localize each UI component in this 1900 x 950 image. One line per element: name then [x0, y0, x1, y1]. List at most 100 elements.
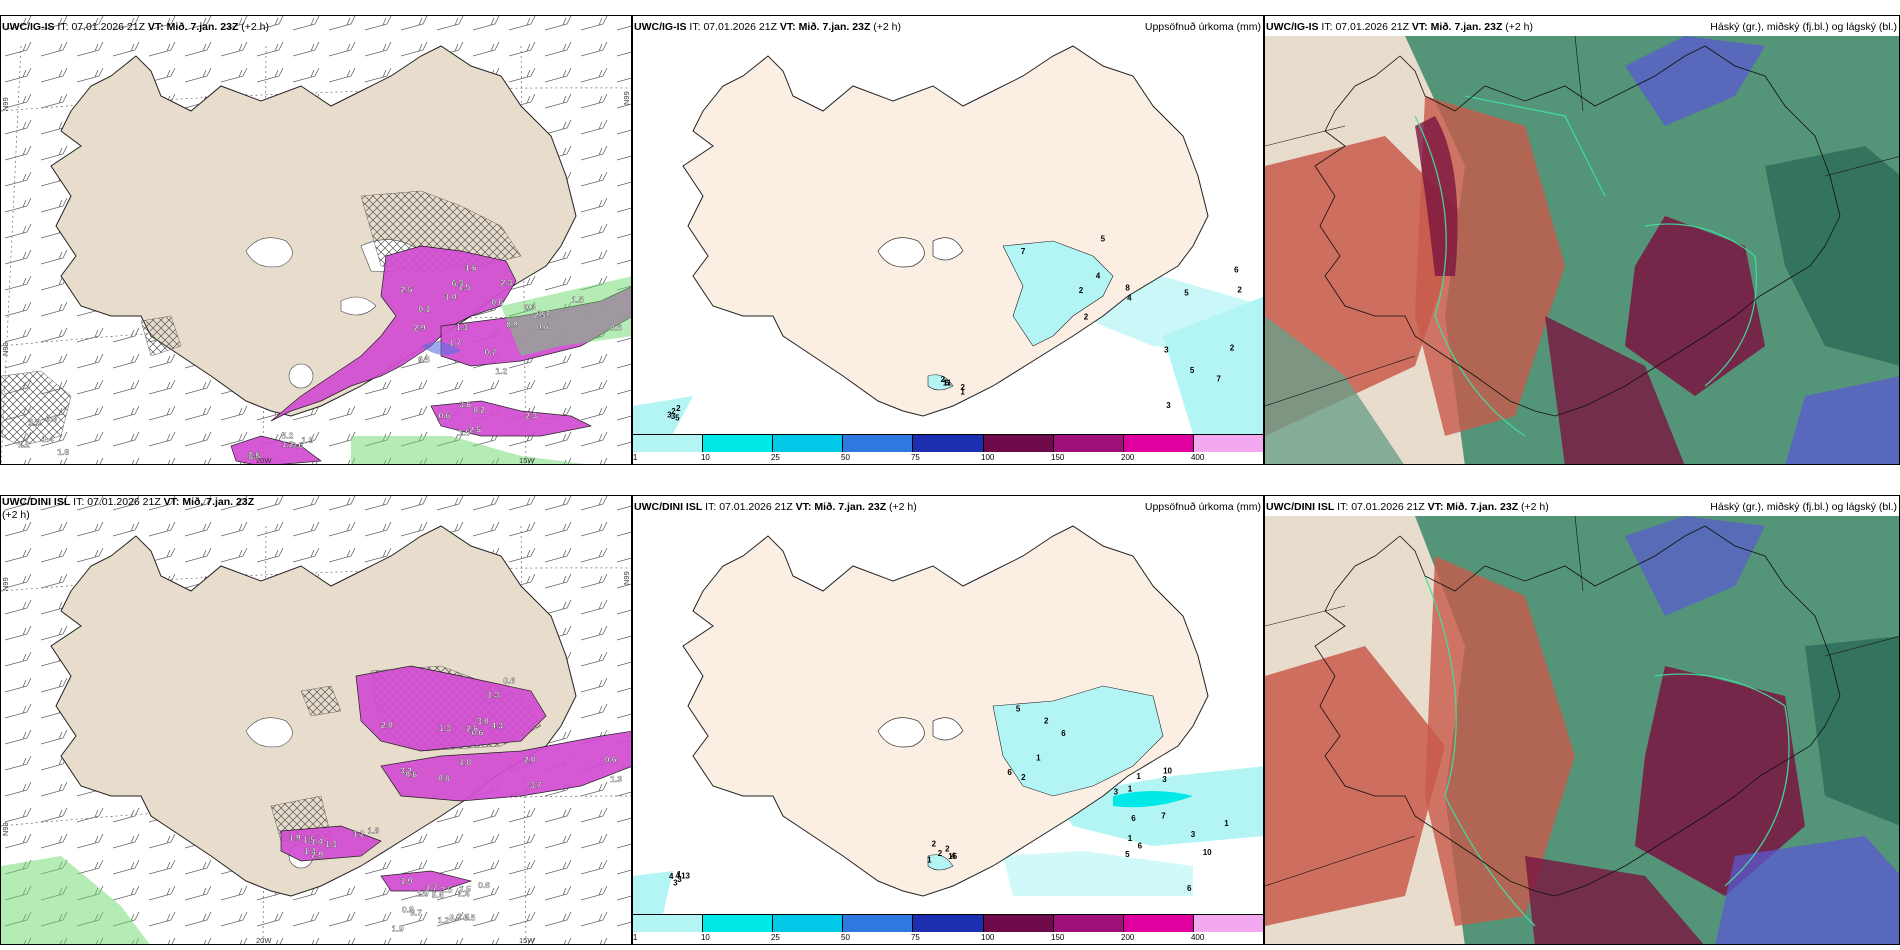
it-label: IT:	[73, 496, 85, 508]
model-name: UWC/IG-IS	[634, 21, 687, 33]
it-value: 07.01.2026 21Z	[71, 21, 145, 33]
legend-tick: 1	[632, 453, 638, 462]
value-label: 0.2	[473, 405, 485, 415]
vt-label: VT:	[1411, 21, 1428, 33]
value-label: 0.5	[418, 354, 430, 364]
value-label: 7	[1217, 375, 1222, 384]
precip-cyan-land	[1002, 240, 1114, 347]
cloud-cover-map-dini[interactable]: UWC/DINI ISL IT: 07.01.2026 21Z VT: Mið.…	[1264, 495, 1900, 945]
value-label: 5.6	[432, 890, 444, 900]
row-2: UWC/DINI ISL IT: 07.01.2026 21Z VT: Mið.…	[0, 480, 1900, 950]
lead-time: (+2 h)	[2, 509, 30, 521]
value-label: 1.2	[29, 417, 41, 427]
model-name: UWC/IG-IS	[2, 21, 55, 33]
vt-label: VT:	[795, 501, 812, 513]
legend-swatch	[843, 915, 914, 932]
value-label: 0.6	[610, 322, 622, 332]
value-label: 5	[1190, 366, 1195, 375]
wind-precip-map-igis[interactable]: UWC/IG-IS IT: 07.01.2026 21Z VT: Mið. 7.…	[0, 15, 632, 465]
value-label: 1.3	[325, 839, 337, 849]
it-label: IT:	[689, 21, 701, 33]
legend-swatch	[773, 435, 844, 452]
model-name: UWC/DINI ISL	[1266, 501, 1335, 513]
value-label: 2.0	[381, 720, 393, 730]
value-label: 4.3	[491, 720, 503, 730]
value-label: 6	[1007, 768, 1012, 777]
wind-map-svg: 1.02.91.40.62.31.21.61.31.50.63.61.82.50…	[1, 16, 631, 464]
legend-swatch	[913, 435, 984, 452]
value-label: 3	[1191, 830, 1196, 839]
vt-label: VT:	[779, 21, 796, 33]
value-label: 5	[1101, 235, 1106, 244]
field-title: Háský (gr.), miðský (fj.bl.) og lágský (…	[1710, 21, 1897, 33]
value-label: 4	[1127, 294, 1132, 303]
legend-tick: 25	[770, 933, 780, 942]
it-label: IT:	[1321, 21, 1333, 33]
value-label: 1.5	[458, 282, 470, 292]
value-label: 2.9	[414, 323, 426, 333]
accum-precip-map-igis[interactable]: UWC/IG-IS IT: 07.01.2026 21Z VT: Mið. 7.…	[632, 15, 1264, 465]
value-label: 1.7	[449, 338, 461, 348]
value-label: 3.9	[449, 912, 461, 922]
legend-tick: 50	[841, 933, 850, 942]
value-label: 0.6	[472, 727, 484, 737]
value-label: 2	[1084, 313, 1089, 322]
value-label: 0.6	[405, 769, 417, 779]
panel-title: UWC/IG-IS IT: 07.01.2026 21Z VT: Mið. 7.…	[2, 21, 269, 34]
value-label: 3.6	[459, 400, 471, 410]
value-label: 15	[948, 852, 957, 861]
it-value: 07.01.2026 21Z	[719, 501, 793, 513]
value-label: 1.5	[459, 884, 471, 894]
value-label: 3.0	[477, 716, 489, 726]
value-label: 10	[1163, 766, 1172, 775]
panel-title: UWC/DINI ISL IT: 07.01.2026 21Z VT: Mið.…	[2, 496, 272, 522]
accum-precip-map-dini[interactable]: UWC/DINI ISL IT: 07.01.2026 21Z VT: Mið.…	[632, 495, 1264, 945]
precip-green	[351, 276, 631, 464]
value-label: 0.6	[537, 322, 549, 332]
panel-title: UWC/DINI ISL IT: 07.01.2026 21Z VT: Mið.…	[1266, 501, 1549, 514]
legend-tick: 50	[841, 453, 850, 462]
value-label: 3	[671, 412, 676, 421]
value-label: 2.5	[469, 425, 481, 435]
value-label: 7	[1161, 811, 1166, 820]
value-label: 5	[1125, 850, 1130, 859]
value-label: 6	[1138, 841, 1143, 850]
legend-tick: 100	[981, 453, 995, 462]
value-label: 0.5	[464, 912, 476, 922]
it-label: IT:	[57, 21, 69, 33]
value-label: 6	[1131, 814, 1136, 823]
legend-tick: 100	[981, 933, 995, 942]
legend-swatch	[1053, 435, 1124, 452]
legend-swatch	[913, 915, 984, 932]
value-label: 2.3	[525, 410, 537, 420]
it-value: 07.01.2026 21Z	[87, 496, 161, 508]
value-label: 3	[673, 879, 678, 888]
wind-precip-map-dini[interactable]: UWC/DINI ISL IT: 07.01.2026 21Z VT: Mið.…	[0, 495, 632, 945]
it-label: IT:	[1337, 501, 1349, 513]
value-label: 1	[677, 870, 682, 879]
value-label: 1.3	[610, 774, 622, 784]
value-label: 2	[938, 849, 943, 858]
value-label: 0.7	[485, 347, 497, 357]
value-label: 2	[1044, 717, 1049, 726]
it-value: 07.01.2026 21Z	[703, 21, 777, 33]
lead-time: (+2 h)	[1505, 21, 1534, 33]
value-label: 1.2	[495, 366, 507, 376]
value-label: 4	[675, 871, 680, 880]
value-label: 5.2	[282, 430, 294, 440]
value-label: 2.9	[417, 889, 429, 899]
cloud-cover-map-igis[interactable]: UWC/IG-IS IT: 07.01.2026 21Z VT: Mið. 7.…	[1264, 15, 1900, 465]
value-label: 2.3	[501, 278, 513, 288]
value-label: 3	[677, 875, 682, 884]
value-label: 3.5	[441, 884, 453, 894]
value-label: 3	[1164, 345, 1169, 354]
value-label: 7	[1021, 247, 1026, 256]
it-value: 07.01.2026 21Z	[1335, 21, 1409, 33]
lead-time: (+2 h)	[241, 21, 270, 33]
value-label: 0.6	[439, 410, 451, 420]
value-label: 1	[1128, 785, 1133, 794]
value-label: 2	[945, 845, 950, 854]
legend-tick: 1	[632, 933, 638, 942]
